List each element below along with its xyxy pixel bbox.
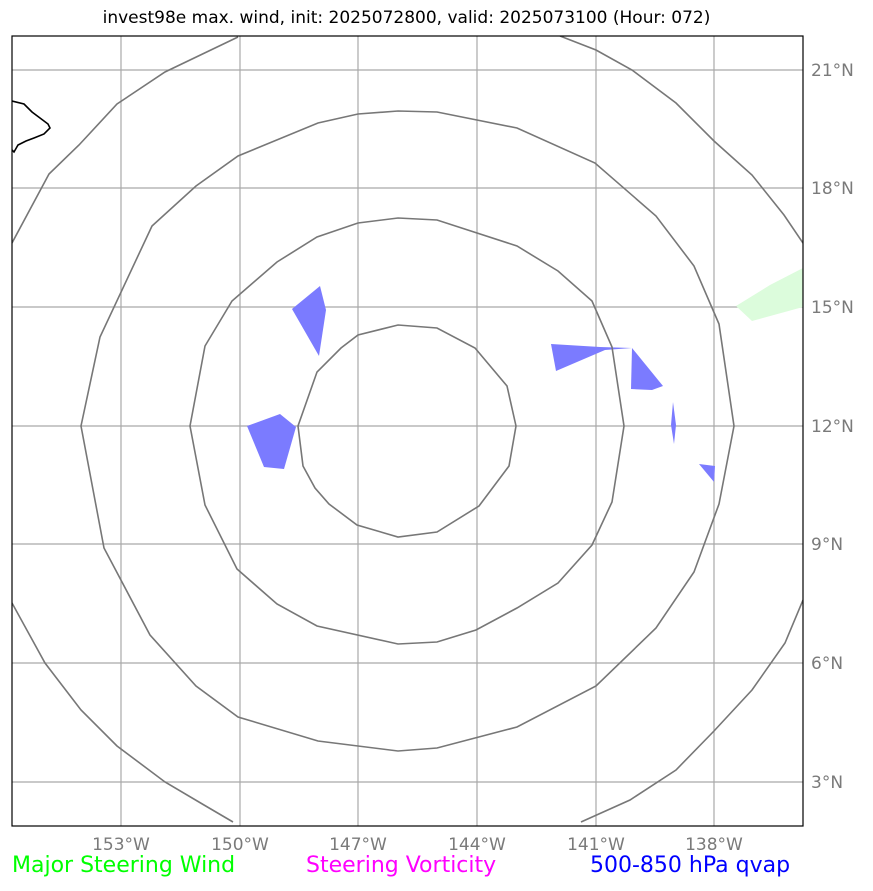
coastline: [12, 100, 51, 154]
blue-shape-6: [699, 464, 715, 482]
range-ring-4d: [580, 599, 803, 823]
blue-shape-2: [247, 414, 296, 469]
range-ring-1: [297, 324, 517, 538]
blue-shape-5: [671, 402, 676, 444]
lat-tick-label: 3°N: [811, 773, 843, 793]
green-steering-shape: [736, 268, 803, 321]
range-rings: [12, 36, 803, 823]
map-frame: [11, 35, 804, 827]
map-title: invest98e max. wind, init: 2025072800, v…: [102, 8, 711, 28]
qvap-patches: [247, 286, 715, 482]
lon-tick-label: 144°W: [448, 835, 506, 855]
blue-shape-1: [292, 286, 326, 356]
lat-tick-label: 21°N: [811, 61, 854, 81]
lon-tick-label: 147°W: [329, 835, 387, 855]
lat-tick-label: 6°N: [811, 654, 843, 674]
legend-major-steering-wind: Major Steering Wind: [12, 853, 236, 878]
lon-tick-label: 153°W: [92, 835, 150, 855]
range-ring-4b: [12, 602, 234, 823]
lat-tick-label: 12°N: [811, 417, 854, 437]
lat-tick-labels: 21°N 18°N 15°N 12°N 9°N 6°N 3°N: [811, 61, 854, 793]
lat-tick-label: 9°N: [811, 535, 843, 555]
blue-shape-4: [631, 348, 663, 390]
legend-qvap: 500-850 hPa qvap: [590, 853, 791, 878]
legend-steering-vorticity: Steering Vorticity: [306, 853, 497, 878]
range-ring-4c: [559, 36, 803, 244]
lat-tick-label: 15°N: [811, 298, 854, 318]
blue-shape-3: [551, 344, 632, 371]
graticule: [12, 36, 803, 826]
lon-tick-labels: 153°W 150°W 147°W 144°W 141°W 138°W: [92, 835, 743, 855]
lon-tick-label: 141°W: [567, 835, 625, 855]
lon-tick-label: 138°W: [685, 835, 743, 855]
range-ring-2: [189, 217, 625, 645]
lat-tick-label: 18°N: [811, 179, 854, 199]
range-ring-3: [80, 110, 735, 752]
lon-tick-label: 150°W: [211, 835, 269, 855]
range-ring-4: [12, 36, 239, 244]
